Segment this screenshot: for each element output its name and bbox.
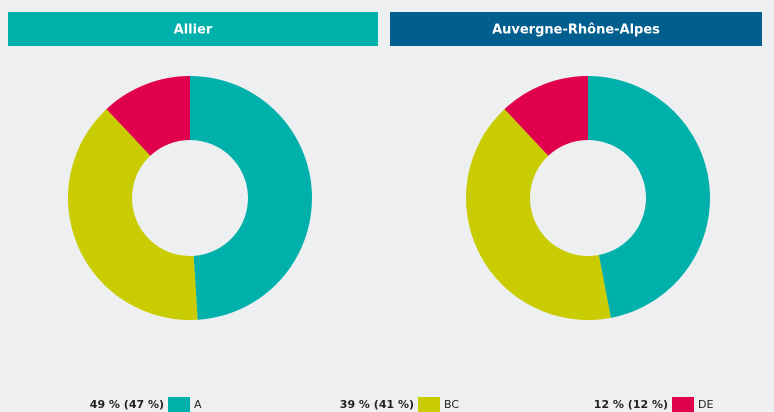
chart-header [390, 12, 762, 46]
donut-slice [68, 109, 198, 320]
donut-slice [190, 76, 312, 320]
legend-value: 39 % (41 %) [340, 398, 414, 411]
donut-slice [588, 76, 710, 318]
legend-value: 12 % (12 %) [594, 398, 668, 411]
legend-swatch [168, 397, 190, 412]
chart-header [8, 12, 378, 46]
legend-name: A [194, 398, 202, 411]
legend-swatch [672, 397, 694, 412]
legend-name: BC [444, 398, 459, 411]
donut-slice [465, 109, 611, 320]
donut-slice [106, 76, 190, 156]
donut-slice [504, 76, 588, 156]
chart-title: Auvergne-Rhône-Alpes [492, 23, 660, 38]
legend-swatch [418, 397, 440, 412]
chart-title: Allier [174, 23, 213, 38]
legend-value: 49 % (47 %) [90, 398, 164, 411]
legend-name: DE [698, 398, 713, 411]
